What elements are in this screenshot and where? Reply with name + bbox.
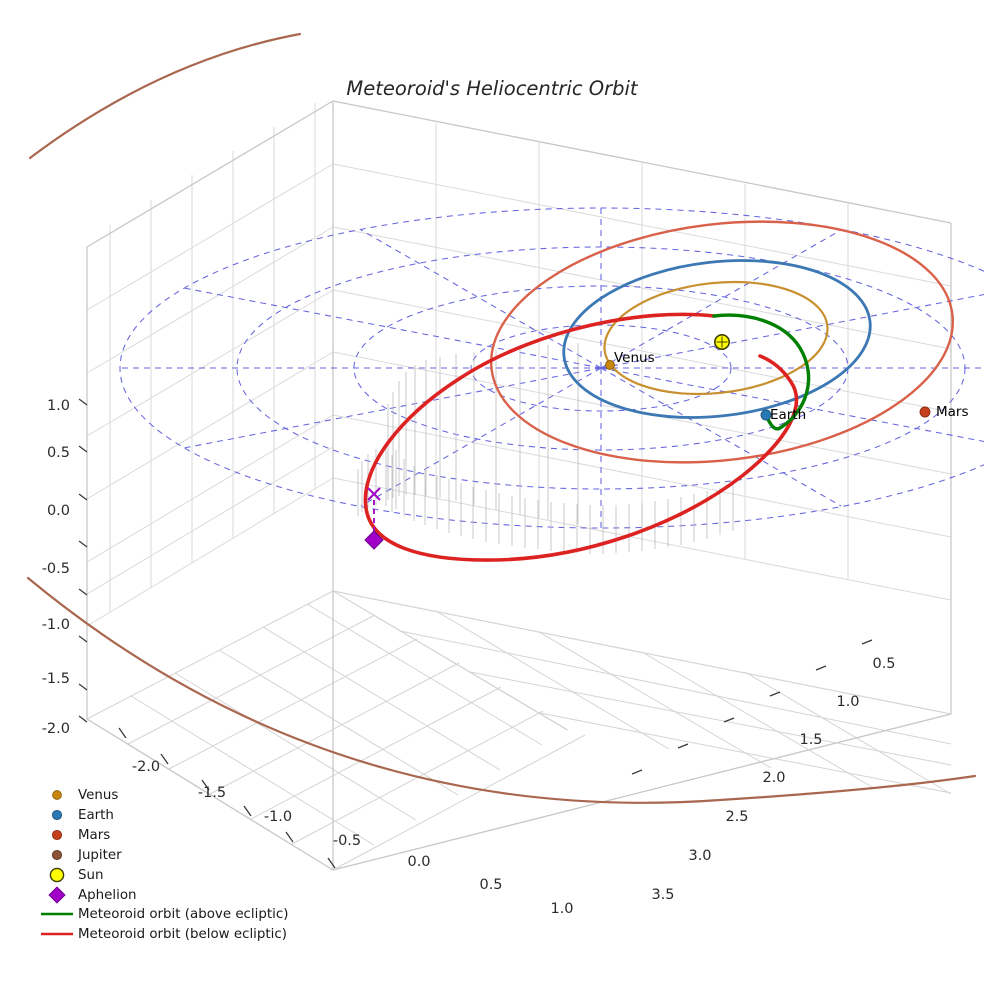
x-tick-label-6: 1.0 bbox=[550, 901, 573, 917]
earth-marker bbox=[760, 409, 772, 421]
legend-marker-earth-icon bbox=[51, 809, 63, 821]
x-axis: -2.0 -1.5 -1.0 -0.5 0.0 0.5 1.0 bbox=[118, 727, 574, 917]
y-tick-label-0: 0.5 bbox=[872, 656, 895, 672]
z-tick-label-6: -2.0 bbox=[42, 721, 70, 737]
x-tick-label-1: -1.5 bbox=[198, 785, 226, 801]
venus-orbit bbox=[603, 280, 829, 396]
venus-marker-group: Venus bbox=[605, 350, 655, 370]
y-tick-label-3: 2.0 bbox=[762, 770, 785, 786]
legend-label-jupiter: Jupiter bbox=[77, 848, 122, 863]
legend-item-orbit-above-ecliptic[interactable]: Meteoroid orbit (above ecliptic) bbox=[41, 907, 288, 922]
legend-item-venus[interactable]: Venus bbox=[52, 788, 119, 803]
axes-3d-box bbox=[86, 100, 952, 871]
legend-marker-jupiter-icon bbox=[51, 849, 63, 861]
legend-label-above-ecliptic: Meteoroid orbit (above ecliptic) bbox=[78, 907, 288, 922]
page-title: Meteoroid's Heliocentric Orbit bbox=[346, 77, 639, 100]
x-tick-label-3: -0.5 bbox=[333, 833, 361, 849]
earth-label: Earth bbox=[770, 407, 806, 423]
x-axis-ticks bbox=[118, 727, 336, 869]
legend: Venus Earth Mars Jupiter Sun Aphelion bbox=[41, 788, 288, 942]
legend-label-sun: Sun bbox=[78, 868, 103, 883]
jupiter-orbit bbox=[26, 32, 977, 804]
z-tick-label-5: -1.5 bbox=[42, 671, 70, 687]
z-axis: 1.0 0.5 0.0 -0.5 -1.0 -1.5 -2.0 bbox=[42, 398, 88, 737]
x-tick-label-2: -1.0 bbox=[264, 809, 292, 825]
z-tick-label-2: 0.0 bbox=[47, 503, 70, 519]
y-axis-ticks bbox=[631, 639, 873, 775]
aphelion-marker bbox=[364, 530, 384, 550]
earth-orbit bbox=[562, 259, 872, 419]
orbit-dropline-stems bbox=[357, 343, 734, 554]
y-tick-label-2: 1.5 bbox=[799, 732, 822, 748]
legend-marker-aphelion-icon bbox=[48, 886, 66, 904]
legend-label-venus: Venus bbox=[78, 788, 118, 803]
y-tick-label-1: 1.0 bbox=[836, 694, 859, 710]
legend-marker-venus-icon bbox=[52, 790, 62, 800]
venus-label: Venus bbox=[614, 350, 655, 366]
meteoroid-orbit-below-ecliptic bbox=[363, 312, 799, 562]
aphelion-projection-x-icon bbox=[367, 487, 381, 501]
earth-marker-group: Earth bbox=[760, 407, 806, 423]
legend-label-earth: Earth bbox=[78, 808, 114, 823]
legend-item-jupiter[interactable]: Jupiter bbox=[51, 848, 122, 863]
mars-marker bbox=[919, 406, 931, 418]
floor-grid-right bbox=[332, 590, 952, 795]
z-tick-label-4: -1.0 bbox=[42, 617, 70, 633]
legend-label-aphelion: Aphelion bbox=[78, 888, 137, 903]
z-tick-label-3: -0.5 bbox=[42, 561, 70, 577]
mars-orbit bbox=[490, 220, 954, 464]
mars-label: Mars bbox=[936, 404, 969, 420]
y-tick-label-4: 2.5 bbox=[725, 809, 748, 825]
y-tick-label-6: 3.5 bbox=[651, 887, 674, 903]
z-axis-ticks bbox=[78, 398, 88, 723]
y-axis: 0.5 1.0 1.5 2.0 2.5 3.0 3.5 bbox=[631, 639, 896, 903]
x-tick-label-4: 0.0 bbox=[407, 854, 430, 870]
z-tick-label-1: 0.5 bbox=[47, 445, 70, 461]
x-tick-label-0: -2.0 bbox=[132, 759, 160, 775]
x-tick-label-5: 0.5 bbox=[479, 877, 502, 893]
legend-item-mars[interactable]: Mars bbox=[51, 828, 110, 843]
legend-marker-sun-icon bbox=[49, 867, 65, 883]
legend-item-sun[interactable]: Sun bbox=[49, 867, 103, 883]
legend-label-mars: Mars bbox=[78, 828, 110, 843]
legend-item-earth[interactable]: Earth bbox=[51, 808, 114, 823]
meteoroid-orbit-above-ecliptic bbox=[712, 313, 811, 431]
y-tick-label-5: 3.0 bbox=[688, 848, 711, 864]
aphelion-marker-group bbox=[364, 487, 384, 550]
legend-label-below-ecliptic: Meteoroid orbit (below ecliptic) bbox=[78, 927, 287, 942]
legend-item-aphelion[interactable]: Aphelion bbox=[48, 886, 137, 904]
venus-marker bbox=[605, 360, 615, 370]
z-tick-label-0: 1.0 bbox=[47, 398, 70, 414]
legend-marker-mars-icon bbox=[51, 829, 63, 841]
mars-marker-group: Mars bbox=[919, 404, 969, 420]
legend-item-orbit-below-ecliptic[interactable]: Meteoroid orbit (below ecliptic) bbox=[41, 927, 287, 942]
sun-marker-group bbox=[713, 333, 730, 350]
left-pane-grid bbox=[86, 100, 334, 627]
sun-crosshair-icon bbox=[716, 336, 728, 348]
